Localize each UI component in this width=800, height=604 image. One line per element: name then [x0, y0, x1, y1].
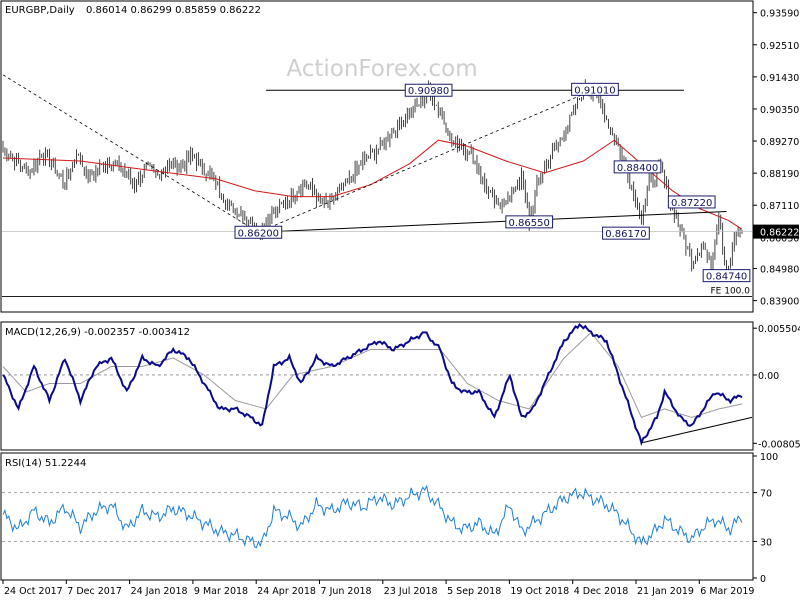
- current-price-label: 0.86222: [760, 228, 799, 239]
- candlestick-series: [2, 79, 743, 281]
- rsi-axis-label: 70: [760, 489, 772, 500]
- price-axis-label: 0.93590: [760, 9, 799, 20]
- price-annotation-label: 0.90980: [408, 86, 449, 97]
- price-annotation-box: [702, 269, 751, 283]
- price-annotation-label: 0.88400: [617, 163, 658, 174]
- neckline: [258, 210, 727, 233]
- price-axis-label: 0.90350: [760, 105, 799, 116]
- symbol-label: EURGBP,Daily: [5, 5, 75, 16]
- rsi-axis-label: 30: [760, 537, 772, 548]
- dashed-trend-line: [2, 74, 259, 233]
- macd-series: [2, 322, 753, 447]
- price-annotation-label: 0.86550: [509, 218, 550, 229]
- macd-pane-frame: [0, 321, 754, 451]
- price-annotation-label: 0.87220: [671, 198, 712, 209]
- price-axis-label: 0.83900: [760, 297, 799, 308]
- rsi-axis-label: 0: [760, 574, 766, 585]
- price-annotation-label: 0.86200: [238, 228, 279, 239]
- price-annotation-box: [571, 82, 619, 96]
- macd-label: MACD(12,26,9) -0.002357 -0.003412: [5, 327, 190, 338]
- price-annotation-box: [667, 195, 716, 209]
- date-axis-label: 24 Jan 2018: [131, 586, 188, 597]
- moving-average-line: [2, 139, 743, 230]
- date-axis-label: 23 Jul 2018: [384, 586, 438, 597]
- macd-line: [2, 322, 743, 447]
- price-axis-label: 0.92510: [760, 41, 799, 52]
- ohlc-values: 0.86014 0.86299 0.85859 0.86222: [86, 5, 261, 16]
- price-axis-label: 0.86030: [760, 233, 799, 244]
- price-annotation-box: [404, 83, 453, 97]
- price-axis-label: 0.89270: [760, 137, 799, 148]
- rsi-label: RSI(14) 51.2244: [5, 458, 86, 469]
- rsi-pane-frame: [0, 452, 754, 581]
- price-axis: 0.93590 0.92510 0.91430 0.90350 0.89270 0.881…: [753, 9, 800, 585]
- price-annotations: 0.86200 0.90980 0.86550 0.91010 0.88400 0.861…: [234, 82, 751, 283]
- date-axis-label: 5 Sep 2018: [447, 586, 501, 597]
- date-axis: 24 Oct 2017 7 Dec 2017 24 Jan 2018 9 Mar 20…: [2, 580, 754, 597]
- price-annotation-label: 0.84740: [706, 272, 747, 283]
- date-axis-label: 4 Dec 2018: [574, 586, 629, 597]
- dashed-trend-line: [258, 88, 596, 233]
- date-axis-label: 21 Jan 2019: [637, 586, 694, 597]
- price-pane-frame: [0, 0, 754, 313]
- price-annotation-label: 0.91010: [574, 85, 615, 96]
- watermark: ActionForex.com: [286, 56, 477, 82]
- price-annotation-box: [505, 215, 554, 229]
- moving-average-series: [2, 139, 743, 230]
- rsi-line: [2, 484, 743, 549]
- rsi-series: [2, 484, 752, 549]
- date-axis-label: 19 Oct 2018: [510, 586, 569, 597]
- macd-signal-line: [2, 331, 743, 419]
- price-annotation-box: [602, 226, 650, 240]
- date-axis-label: 9 Mar 2018: [194, 586, 248, 597]
- price-annotation-label: 0.86170: [605, 229, 646, 240]
- price-axis-label: 0.87110: [760, 201, 799, 212]
- fe-100-label: FE 100.0: [711, 286, 751, 296]
- macd-support-line: [641, 416, 753, 444]
- price-annotation-box: [234, 225, 283, 239]
- price-axis-label: 0.88190: [760, 169, 799, 180]
- date-axis-label: 7 Jun 2018: [321, 586, 372, 597]
- current-price-box: [753, 224, 799, 239]
- rsi-axis-label: 100: [760, 452, 778, 463]
- macd-axis-label: 0.005504: [758, 324, 800, 335]
- price-axis-label: 0.91430: [760, 73, 799, 84]
- trend-lines: FE 100.0: [2, 74, 752, 297]
- date-axis-label: 7 Dec 2017: [67, 586, 122, 597]
- macd-axis-label: -0.00805: [758, 439, 800, 450]
- price-axis-label: 0.84980: [760, 265, 799, 276]
- date-axis-label: 24 Oct 2017: [4, 586, 63, 597]
- price-annotation-box: [613, 160, 662, 174]
- date-axis-label: 6 Mar 2019: [700, 586, 754, 597]
- macd-axis-label: 0.00: [758, 371, 779, 382]
- date-axis-label: 24 Apr 2018: [257, 586, 316, 597]
